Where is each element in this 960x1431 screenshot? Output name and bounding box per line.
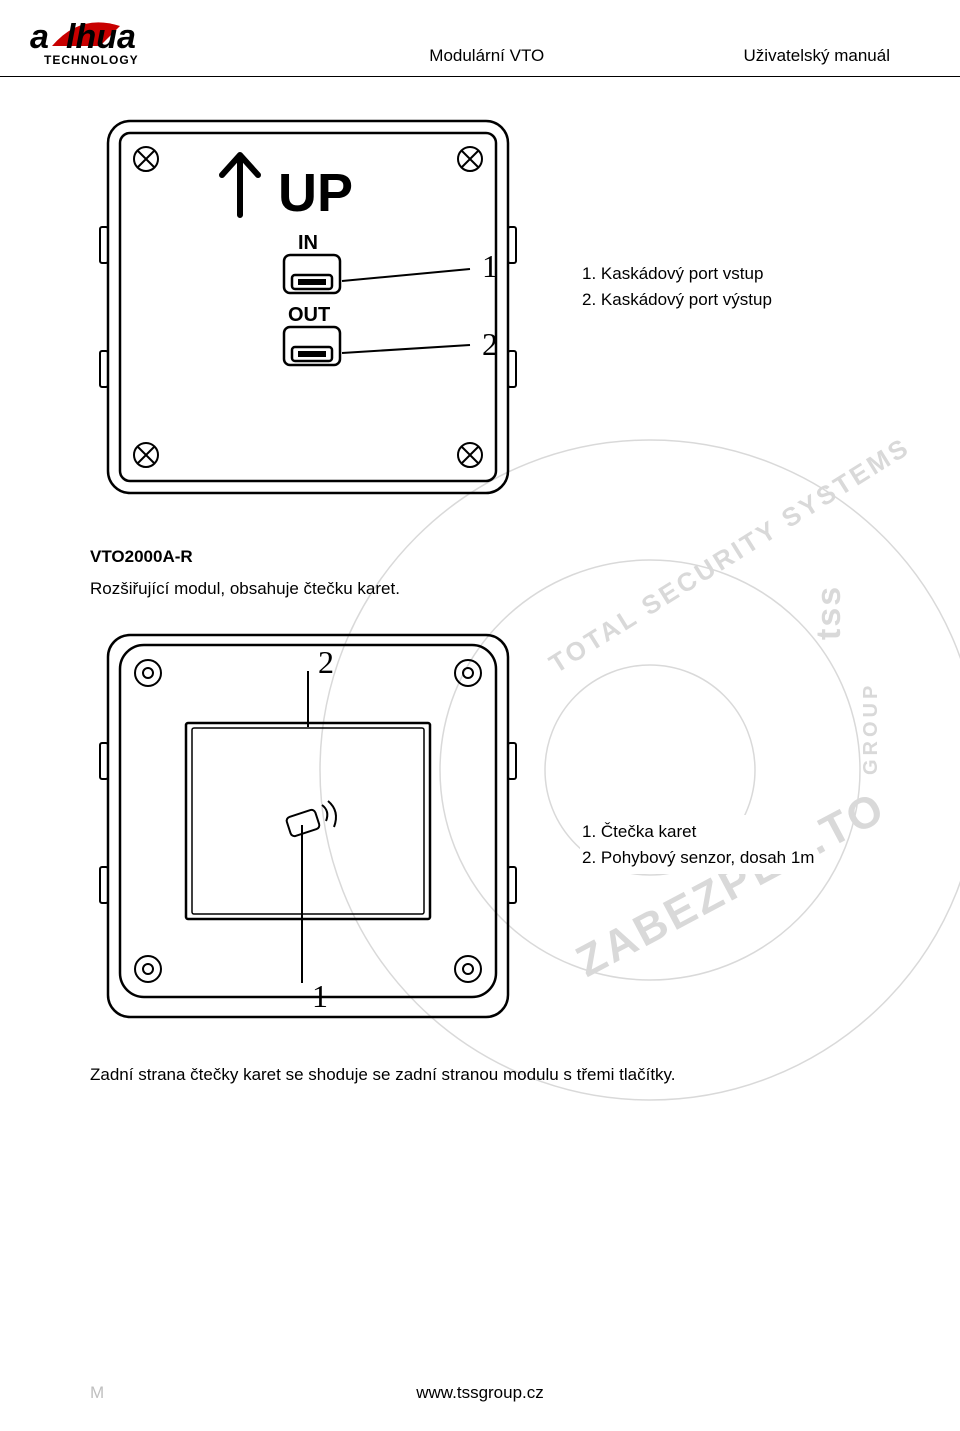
diagram-2-callouts: 1. Čtečka karet 2. Pohybový senzor, dosa… <box>580 815 816 874</box>
diagram-2: 2 1 <box>90 615 550 1035</box>
header-title-center: Modulární VTO <box>429 46 544 70</box>
out-label: OUT <box>288 304 330 326</box>
diagram-1-row: UP IN OUT 1 2 1. Kaskádový port vstup 2.… <box>90 107 870 507</box>
up-label: UP <box>278 163 353 223</box>
page: a lhua TECHNOLOGY Modulární VTO Uživatel… <box>0 0 960 1431</box>
footer: M www.tssgroup.cz <box>0 1383 960 1403</box>
svg-text:lhua: lhua <box>66 18 136 56</box>
svg-text:TECHNOLOGY: TECHNOLOGY <box>44 53 139 67</box>
callout-item: 2. Kaskádový port výstup <box>582 287 772 313</box>
callout-num-2: 2 <box>482 326 498 362</box>
callout-num-2: 2 <box>318 644 334 680</box>
content: UP IN OUT 1 2 1. Kaskádový port vstup 2.… <box>0 77 960 1085</box>
footer-left: M <box>90 1383 104 1403</box>
svg-text:a: a <box>30 18 49 56</box>
logo-svg: a lhua TECHNOLOGY <box>30 18 230 70</box>
logo: a lhua TECHNOLOGY <box>30 18 230 70</box>
bottom-note: Zadní strana čtečky karet se shoduje se … <box>90 1065 870 1085</box>
callout-item: 1. Kaskádový port vstup <box>582 261 772 287</box>
diagram-1: UP IN OUT 1 2 <box>90 107 550 507</box>
in-label: IN <box>298 232 318 254</box>
page-header: a lhua TECHNOLOGY Modulární VTO Uživatel… <box>0 0 960 77</box>
footer-center: www.tssgroup.cz <box>416 1383 544 1403</box>
callout-item: 1. Čtečka karet <box>582 819 814 845</box>
callout-num-1: 1 <box>312 978 328 1014</box>
diagram-1-callouts: 1. Kaskádový port vstup 2. Kaskádový por… <box>580 257 774 316</box>
section-heading: VTO2000A-R <box>90 547 870 567</box>
header-title-right: Uživatelský manuál <box>744 46 890 70</box>
callout-item: 2. Pohybový senzor, dosah 1m <box>582 845 814 871</box>
callout-num-1: 1 <box>482 248 498 284</box>
diagram-2-row: 2 1 1. Čtečka karet 2. Pohybový senzor, … <box>90 615 870 1035</box>
section-desc: Rozšiřující modul, obsahuje čtečku karet… <box>90 579 870 599</box>
